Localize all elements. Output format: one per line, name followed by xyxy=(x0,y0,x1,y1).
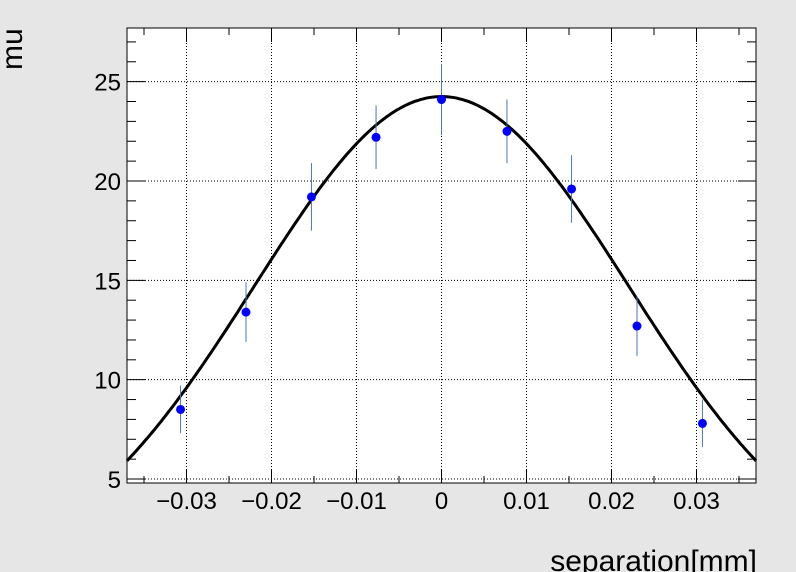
x-tick-label: 0.03 xyxy=(673,488,720,515)
y-tick-label: 15 xyxy=(94,268,121,295)
x-tick-labels: −0.03 −0.02 −0.01 0 0.01 0.02 0.03 xyxy=(156,488,720,515)
y-tick-label: 10 xyxy=(94,368,121,395)
x-tick-label: 0.01 xyxy=(503,488,550,515)
x-tick-label: 0 xyxy=(435,488,448,515)
x-tick-label: −0.02 xyxy=(241,488,302,515)
x-tick-label: 0.02 xyxy=(588,488,635,515)
data-point xyxy=(176,404,186,414)
data-point xyxy=(632,321,642,331)
data-point xyxy=(437,95,446,105)
data-point xyxy=(697,418,707,428)
y-tick-label: 25 xyxy=(94,70,121,97)
x-axis-title: separation[mm] xyxy=(550,545,757,572)
y-tick-labels: 5 10 15 20 25 xyxy=(94,70,121,494)
y-tick-label: 5 xyxy=(108,467,121,494)
x-tick-label: −0.03 xyxy=(156,488,217,515)
data-point xyxy=(306,192,316,202)
data-points xyxy=(176,95,707,428)
data-point xyxy=(502,126,512,136)
data-point xyxy=(241,307,251,317)
data-point xyxy=(567,184,577,194)
x-tick-label: −0.01 xyxy=(326,488,387,515)
axis-ticks xyxy=(127,28,756,483)
y-axis-title: mu xyxy=(0,28,29,70)
y-tick-label: 20 xyxy=(94,169,121,196)
data-point xyxy=(371,132,381,142)
